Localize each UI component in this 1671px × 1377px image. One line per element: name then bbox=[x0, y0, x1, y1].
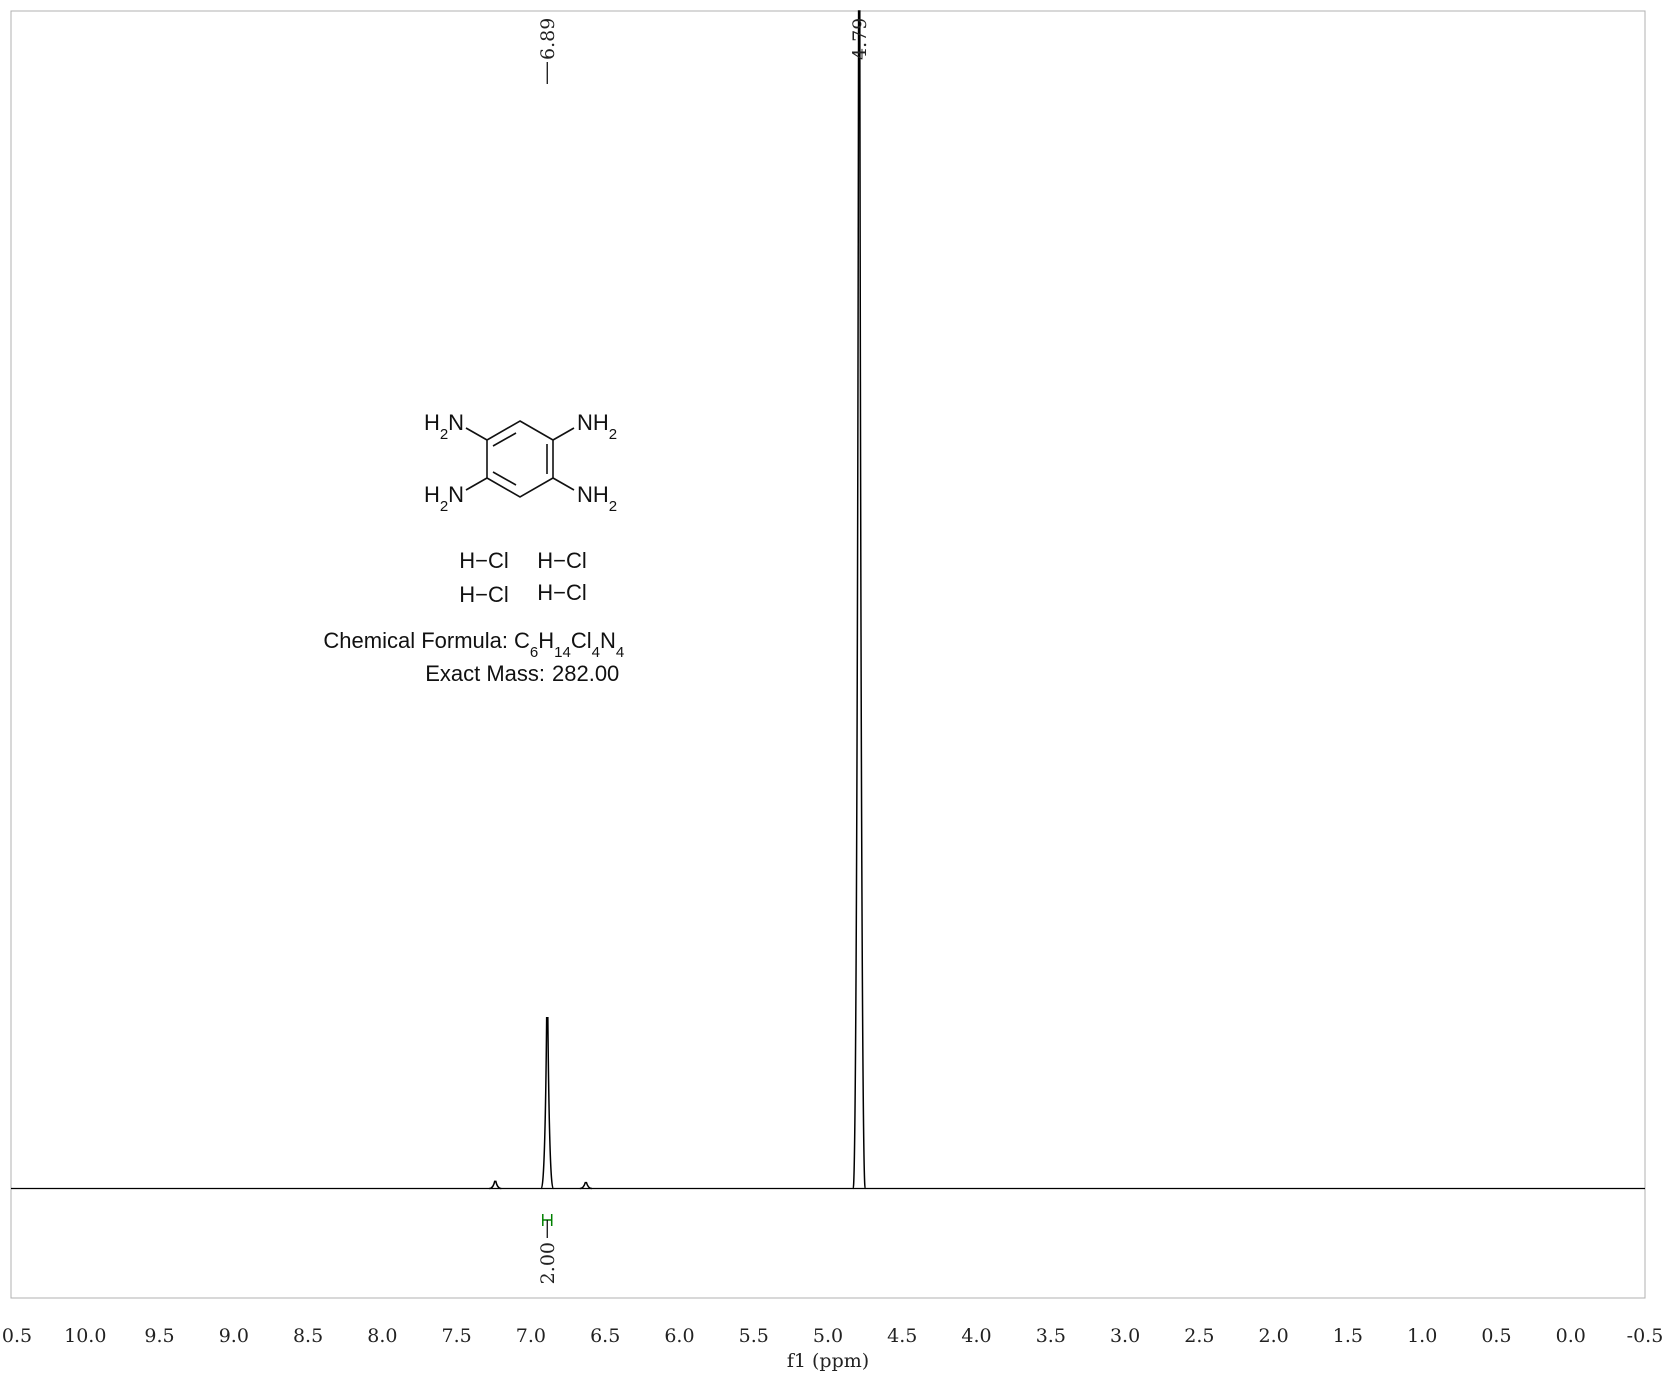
x-tick-label: 10.5 bbox=[0, 1325, 32, 1347]
bond bbox=[465, 427, 488, 441]
double-bond bbox=[492, 432, 517, 447]
x-tick-label: 8.5 bbox=[293, 1325, 323, 1347]
peak bbox=[489, 1180, 502, 1190]
x-tick-label: 2.0 bbox=[1259, 1325, 1289, 1347]
x-tick-label: 7.0 bbox=[516, 1325, 546, 1347]
integral-label: 2.00 bbox=[537, 1242, 559, 1284]
peak bbox=[852, 10, 866, 1190]
salt: H−Cl bbox=[459, 548, 509, 573]
x-tick-label: -0.5 bbox=[1627, 1325, 1664, 1347]
peak-label: 6.89 bbox=[537, 18, 559, 60]
x-tick-label: 1.0 bbox=[1407, 1325, 1437, 1347]
x-tick-label: 5.0 bbox=[813, 1325, 843, 1347]
bond bbox=[552, 427, 575, 441]
x-tick-label: 1.5 bbox=[1333, 1325, 1363, 1347]
salt: H−Cl bbox=[459, 582, 509, 607]
x-tick-label: 3.0 bbox=[1110, 1325, 1140, 1347]
bond bbox=[552, 477, 575, 491]
benzene-ring bbox=[486, 420, 554, 498]
salt: H−Cl bbox=[537, 548, 587, 573]
x-tick-label: 9.0 bbox=[219, 1325, 249, 1347]
x-tick-label: 9.5 bbox=[144, 1325, 174, 1347]
formula-label: Chemical Formula: bbox=[323, 628, 508, 653]
formula: C6H14Cl4N4 bbox=[514, 628, 624, 661]
x-tick-label: 3.5 bbox=[1036, 1325, 1066, 1347]
bond bbox=[465, 477, 488, 491]
peak bbox=[579, 1181, 592, 1190]
x-tick-label: 4.0 bbox=[961, 1325, 991, 1347]
peak bbox=[540, 1017, 554, 1190]
substituent: H2N bbox=[424, 410, 464, 443]
structure bbox=[465, 420, 575, 498]
double-bond bbox=[492, 471, 517, 486]
substituent: H2N bbox=[424, 482, 464, 515]
x-tick-label: 10.0 bbox=[64, 1325, 106, 1347]
x-tick-label: 6.0 bbox=[664, 1325, 694, 1347]
substituent: NH2 bbox=[577, 482, 617, 515]
x-tick-label: 6.5 bbox=[590, 1325, 620, 1347]
x-tick-label: 2.5 bbox=[1184, 1325, 1214, 1347]
x-tick-label: 0.0 bbox=[1556, 1325, 1586, 1347]
mass: 282.00 bbox=[552, 661, 619, 686]
x-tick-label: 0.5 bbox=[1481, 1325, 1511, 1347]
salt: H−Cl bbox=[537, 580, 587, 605]
x-tick-label: 8.0 bbox=[367, 1325, 397, 1347]
x-tick-label: 7.5 bbox=[442, 1325, 472, 1347]
x-tick-label: 5.5 bbox=[739, 1325, 769, 1347]
mass-label: Exact Mass: bbox=[425, 661, 545, 686]
x-tick-label: 4.5 bbox=[887, 1325, 917, 1347]
plot-frame bbox=[10, 10, 1646, 1299]
substituent: NH2 bbox=[577, 410, 617, 443]
peak-label: 4.79 bbox=[849, 18, 871, 60]
x-axis-title: f1 (ppm) bbox=[787, 1350, 869, 1372]
